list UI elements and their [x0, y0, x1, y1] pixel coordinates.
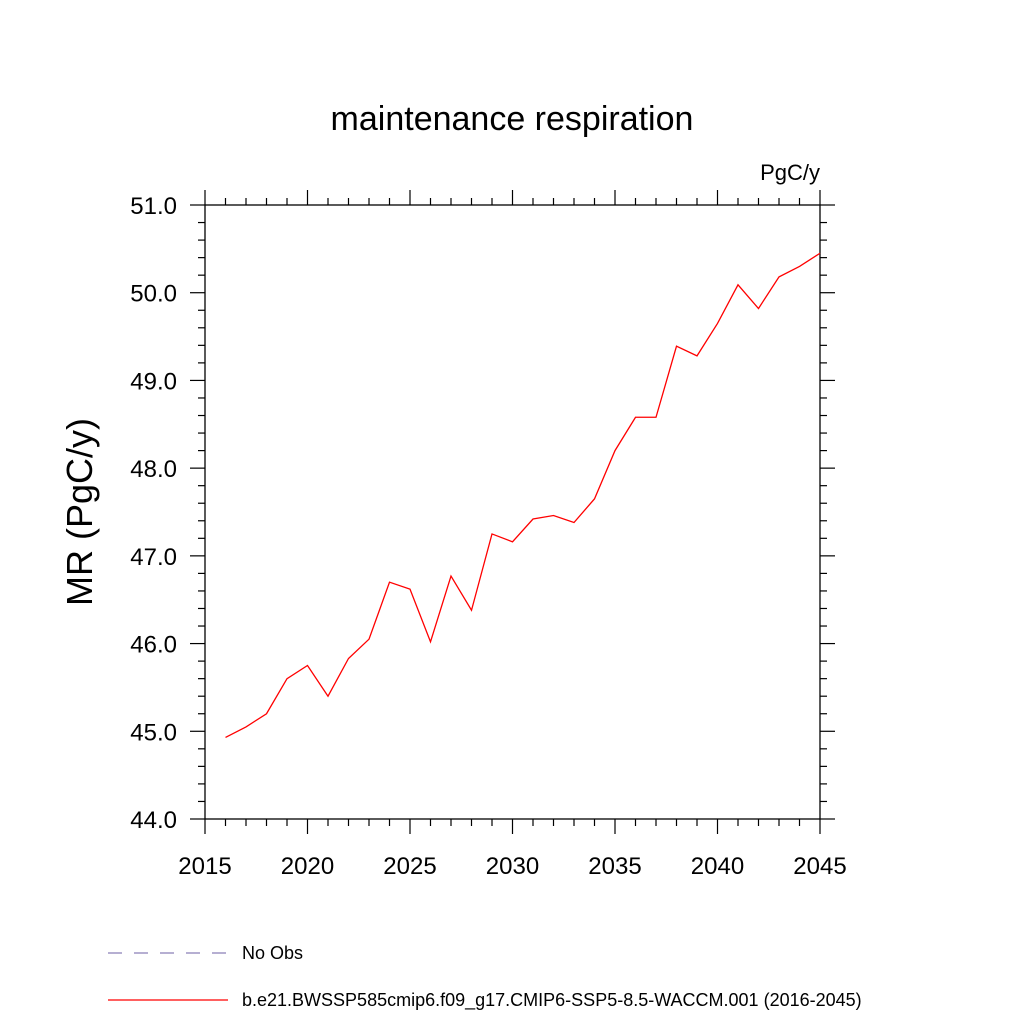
y-tick-label: 51.0 [130, 193, 177, 220]
y-tick-label: 49.0 [130, 368, 177, 395]
x-tick-label: 2020 [281, 853, 334, 880]
chart-title: maintenance respiration [331, 100, 694, 138]
y-tick-label: 47.0 [130, 544, 177, 571]
y-tick-labels: 44.0 45.0 46.0 47.0 48.0 49.0 50.0 51.0 [130, 193, 177, 834]
x-tick-label: 2030 [486, 853, 539, 880]
units-label: PgC/y [760, 160, 820, 185]
series-lines [225, 252, 821, 739]
y-tick-label: 45.0 [130, 719, 177, 746]
x-tick-label: 2025 [383, 853, 436, 880]
x-tick-labels: 2015 2020 2025 2030 2035 2040 2045 [178, 853, 846, 880]
y-tick-label: 46.0 [130, 632, 177, 659]
x-tick-label: 2035 [588, 853, 641, 880]
legend-label: b.e21.BWSSP585cmip6.f09_g17.CMIP6-SSP5-8… [242, 990, 862, 1011]
y-tick-label: 48.0 [130, 456, 177, 483]
legend: No Obs b.e21.BWSSP585cmip6.f09_g17.CMIP6-… [108, 943, 862, 1011]
plot-frame [204, 204, 821, 820]
x-tick-label: 2040 [691, 853, 744, 880]
x-tick-label: 2045 [793, 853, 846, 880]
series-line [225, 252, 821, 739]
x-tick-label: 2015 [178, 853, 231, 880]
axis-ticks [190, 190, 835, 834]
y-tick-label: 44.0 [130, 807, 177, 834]
legend-label: No Obs [242, 943, 303, 963]
y-tick-label: 50.0 [130, 281, 177, 308]
y-axis-label: MR (PgC/y) [59, 418, 100, 606]
